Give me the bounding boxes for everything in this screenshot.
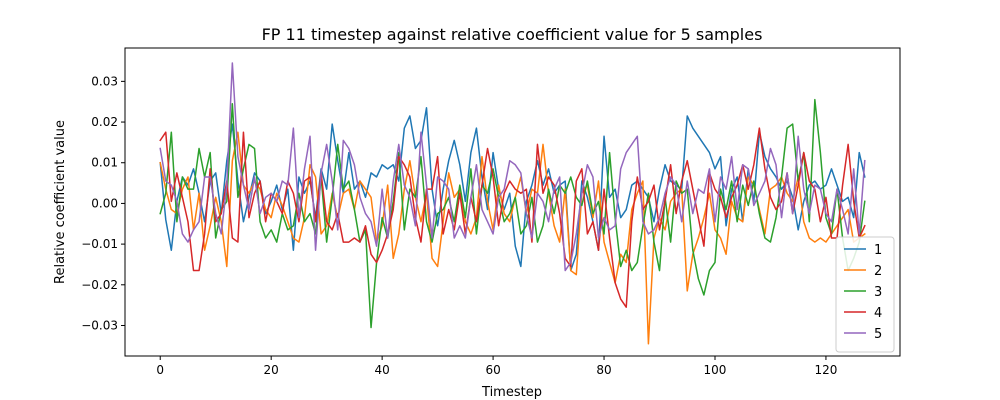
plot-area: 0 20 40 60 80 100 120 −0.03 −0.02 −0.01 0.00 0.01 0.…: [81, 47, 901, 377]
series-line-3: [159, 98, 866, 329]
legend: 1 2 3 4 5: [835, 236, 895, 353]
series-line-4: [159, 127, 866, 308]
y-tick-label: 0.00: [91, 196, 118, 210]
y-tick-label: 0.02: [91, 115, 118, 129]
series-group: [159, 62, 866, 345]
y-tick-label: −0.02: [81, 278, 118, 292]
y-tick-label: 0.03: [91, 74, 118, 88]
x-axis-title: Timestep: [481, 385, 542, 400]
y-tick-label: 0.01: [91, 156, 118, 170]
x-tick-label: 60: [485, 363, 500, 377]
x-tick-label: 20: [264, 363, 279, 377]
chart-title: FP 11 timestep against relative coeffici…: [262, 25, 763, 44]
series-line-1: [159, 107, 866, 272]
legend-label-4: 4: [874, 306, 882, 321]
x-tick-label: 120: [814, 363, 837, 377]
y-tick-label: −0.01: [81, 237, 118, 251]
legend-label-1: 1: [874, 243, 882, 258]
legend-box: [835, 236, 895, 353]
legend-label-2: 2: [874, 264, 882, 279]
x-tick-label: 80: [596, 363, 611, 377]
x-tick-label: 0: [156, 363, 164, 377]
y-axis-title: Relative coefficient value: [53, 120, 68, 284]
legend-label-3: 3: [874, 285, 882, 300]
y-tick-label: −0.03: [81, 318, 118, 332]
plot-frame: [124, 47, 901, 357]
legend-label-5: 5: [874, 327, 882, 342]
x-tick-label: 40: [374, 363, 389, 377]
series-line-5: [159, 62, 866, 272]
x-tick-label: 100: [704, 363, 727, 377]
